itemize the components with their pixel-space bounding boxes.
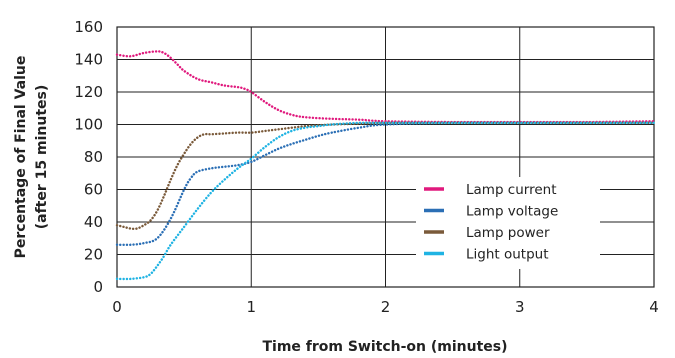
- x-tick-labels: 0 1 2 3 4: [112, 298, 659, 316]
- x-tick-label: 4: [649, 298, 659, 316]
- x-tick-label: 3: [515, 298, 525, 316]
- y-tick-label: 80: [84, 148, 103, 166]
- x-tick-label: 0: [112, 298, 122, 316]
- y-tick-label: 60: [84, 181, 103, 199]
- plot-frame: [116, 26, 655, 288]
- y-tick-label: 40: [84, 213, 103, 231]
- plot-border: [116, 26, 655, 288]
- legend-box: [416, 177, 600, 269]
- legend-label: Lamp voltage: [466, 204, 558, 220]
- y-axis-title-line-1: Percentage of Final Value: [13, 56, 29, 259]
- y-tick-label: 160: [74, 18, 103, 36]
- x-axis-title: Time from Switch-on (minutes): [262, 339, 507, 354]
- legend: Lamp current Lamp voltage Lamp power Light …: [416, 177, 600, 269]
- y-tick-label: 140: [74, 51, 103, 69]
- y-tick-label: 0: [93, 278, 103, 296]
- x-tick-label: 1: [246, 298, 256, 316]
- y-tick-label: 120: [74, 83, 103, 101]
- series-line-light-output: [115, 121, 656, 281]
- series-lines: [115, 50, 656, 281]
- legend-label: Light output: [466, 247, 549, 263]
- legend-label: Lamp current: [466, 182, 557, 198]
- y-tick-label: 20: [84, 246, 103, 264]
- gridlines: [117, 27, 654, 287]
- y-tick-label: 100: [74, 116, 103, 134]
- y-axis-title-line-2: (after 15 minutes): [34, 85, 50, 230]
- legend-label: Lamp power: [466, 225, 550, 241]
- y-tick-labels: 0 20 40 60 80 100 120 140 160: [74, 18, 103, 296]
- x-tick-label: 2: [381, 298, 391, 316]
- series-line-lamp-current: [115, 50, 656, 124]
